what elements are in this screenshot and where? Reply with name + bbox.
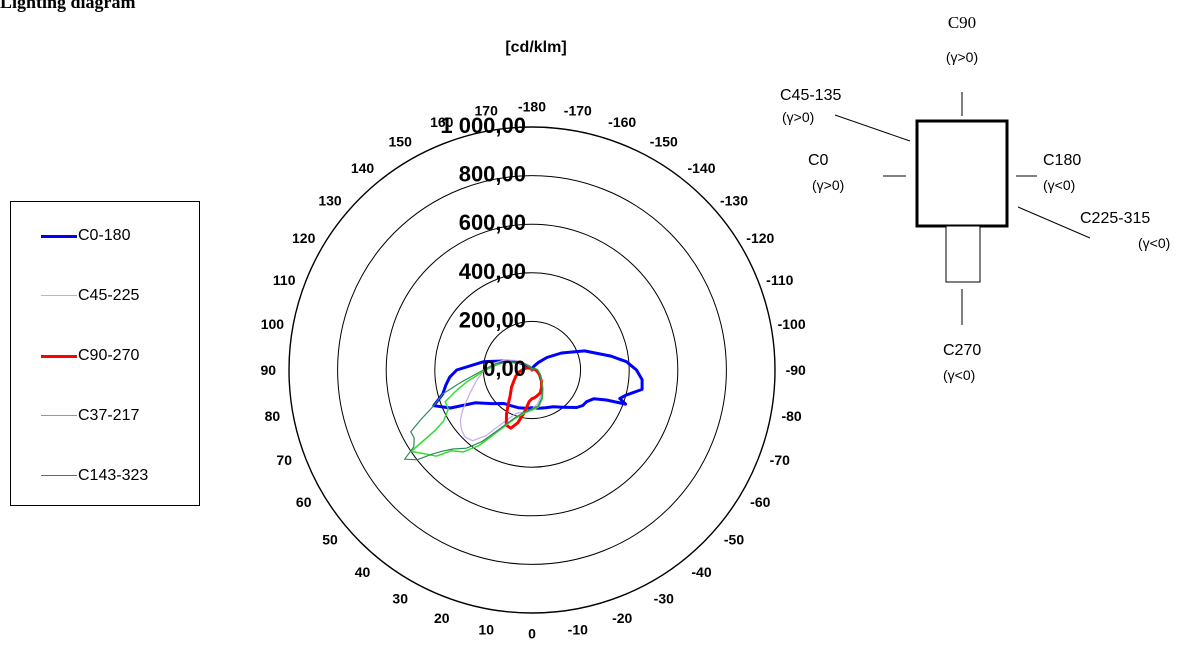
series-C143-323 bbox=[404, 361, 543, 461]
unit-label: [cd/klm] bbox=[505, 39, 566, 56]
legend: C0-180 C45-225 C90-270 C37-217 C143-323 bbox=[10, 201, 200, 506]
legend-label: C0-180 bbox=[78, 227, 131, 244]
legend-swatch bbox=[41, 355, 77, 358]
radial-tick-label-5: 1 000,00 bbox=[440, 113, 526, 138]
legend-swatch bbox=[41, 295, 77, 296]
luminaire-arm bbox=[945, 225, 981, 283]
angle-label--50: -50 bbox=[724, 532, 744, 548]
angle-label-120: 120 bbox=[292, 230, 316, 246]
grid-ring-5 bbox=[288, 126, 776, 614]
radial-tick-label-1: 200,00 bbox=[459, 307, 526, 332]
legend-item-C0-180: C0-180 bbox=[41, 226, 201, 246]
angle-label--90: -90 bbox=[786, 362, 806, 378]
orientation-key: C90 (γ>0) C45-135 (γ>0) C0 (γ>0) C180 (γ<0) C225… bbox=[780, 13, 1170, 383]
legend-label: C90-270 bbox=[78, 347, 140, 364]
angle-label-100: 100 bbox=[261, 316, 285, 332]
angle-label--120: -120 bbox=[746, 230, 774, 246]
key-c90-sub: (γ>0) bbox=[946, 49, 978, 65]
legend-swatch bbox=[41, 235, 77, 238]
legend-item-C143-323: C143-323 bbox=[41, 466, 201, 486]
angle-label-170: 170 bbox=[475, 102, 499, 118]
legend-label: C143-323 bbox=[78, 467, 149, 484]
key-c270: C270 bbox=[943, 342, 981, 359]
angle-label--100: -100 bbox=[778, 316, 806, 332]
luminaire-body bbox=[915, 119, 1009, 228]
angle-label-160: 160 bbox=[430, 114, 454, 130]
label-layer: -180 -170-160-150-140-130-120-110-100-90-… bbox=[261, 39, 807, 642]
radial-tick-label-3: 600,00 bbox=[459, 210, 526, 235]
radial-tick-label-2: 400,00 bbox=[459, 259, 526, 284]
legend-swatch bbox=[41, 475, 77, 476]
polar-grid bbox=[288, 126, 776, 614]
radial-tick-label-4: 800,00 bbox=[459, 162, 526, 187]
angle-label-140: 140 bbox=[351, 160, 375, 176]
series-C90-270 bbox=[504, 366, 544, 430]
legend-item-C90-270: C90-270 bbox=[41, 346, 201, 366]
key-c225-sub: (γ<0) bbox=[1138, 235, 1170, 251]
angle-label-10: 10 bbox=[478, 622, 494, 638]
legend-label: C37-217 bbox=[78, 407, 140, 424]
c225-tick bbox=[1017, 206, 1091, 239]
angle-label-130: 130 bbox=[318, 193, 342, 209]
grid-ring-2 bbox=[434, 272, 630, 468]
angle-label--150: -150 bbox=[650, 134, 678, 150]
angle-label--30: -30 bbox=[654, 590, 674, 606]
angle-label--140: -140 bbox=[687, 160, 715, 176]
angle-label--180: -180 bbox=[518, 98, 546, 114]
angle-label-150: 150 bbox=[389, 134, 413, 150]
key-c225: C225-315 bbox=[1080, 210, 1150, 227]
angle-label-110: 110 bbox=[273, 272, 296, 288]
angle-label--110: -110 bbox=[766, 272, 793, 288]
angle-label-90: 90 bbox=[261, 362, 277, 378]
angle-label--10: -10 bbox=[568, 622, 588, 638]
series-layer bbox=[404, 349, 644, 461]
key-c0-sub: (γ>0) bbox=[812, 177, 844, 193]
key-c45-sub: (γ>0) bbox=[782, 109, 814, 125]
angle-label--80: -80 bbox=[781, 408, 801, 424]
angle-label--130: -130 bbox=[720, 193, 748, 209]
angle-label--20: -20 bbox=[612, 610, 632, 626]
key-c45: C45-135 bbox=[780, 87, 841, 104]
angle-label-70: 70 bbox=[276, 452, 292, 468]
angle-label-30: 30 bbox=[392, 590, 408, 606]
radial-tick-label-0: 0,00 bbox=[483, 356, 526, 381]
key-c270-sub: (γ<0) bbox=[943, 367, 975, 383]
angle-label-60: 60 bbox=[296, 494, 312, 510]
series-C0-180 bbox=[432, 349, 644, 410]
legend-item-C37-217: C37-217 bbox=[41, 406, 201, 426]
legend-label: C45-225 bbox=[78, 287, 140, 304]
angle-label--60: -60 bbox=[750, 494, 770, 510]
key-c180: C180 bbox=[1043, 152, 1081, 169]
key-c180-sub: (γ<0) bbox=[1043, 177, 1075, 193]
angle-label-20: 20 bbox=[434, 610, 450, 626]
c45-tick bbox=[834, 114, 911, 142]
angle-label--40: -40 bbox=[691, 564, 711, 580]
angle-label--70: -70 bbox=[770, 452, 790, 468]
legend-item-C45-225: C45-225 bbox=[41, 286, 201, 306]
grid-ring-4 bbox=[337, 175, 727, 565]
angle-label-50: 50 bbox=[322, 532, 338, 548]
page-heading: Lighting diagram bbox=[0, 0, 136, 12]
angle-label-80: 80 bbox=[265, 408, 281, 424]
legend-swatch bbox=[41, 415, 77, 416]
angle-label-40: 40 bbox=[355, 564, 371, 580]
angle-label--170: -170 bbox=[564, 102, 592, 118]
key-c90: C90 bbox=[948, 13, 976, 32]
angle-label-0: 0 bbox=[528, 626, 536, 642]
angle-label--160: -160 bbox=[608, 114, 636, 130]
grid-ring-3 bbox=[385, 223, 679, 517]
key-c0: C0 bbox=[808, 152, 829, 169]
